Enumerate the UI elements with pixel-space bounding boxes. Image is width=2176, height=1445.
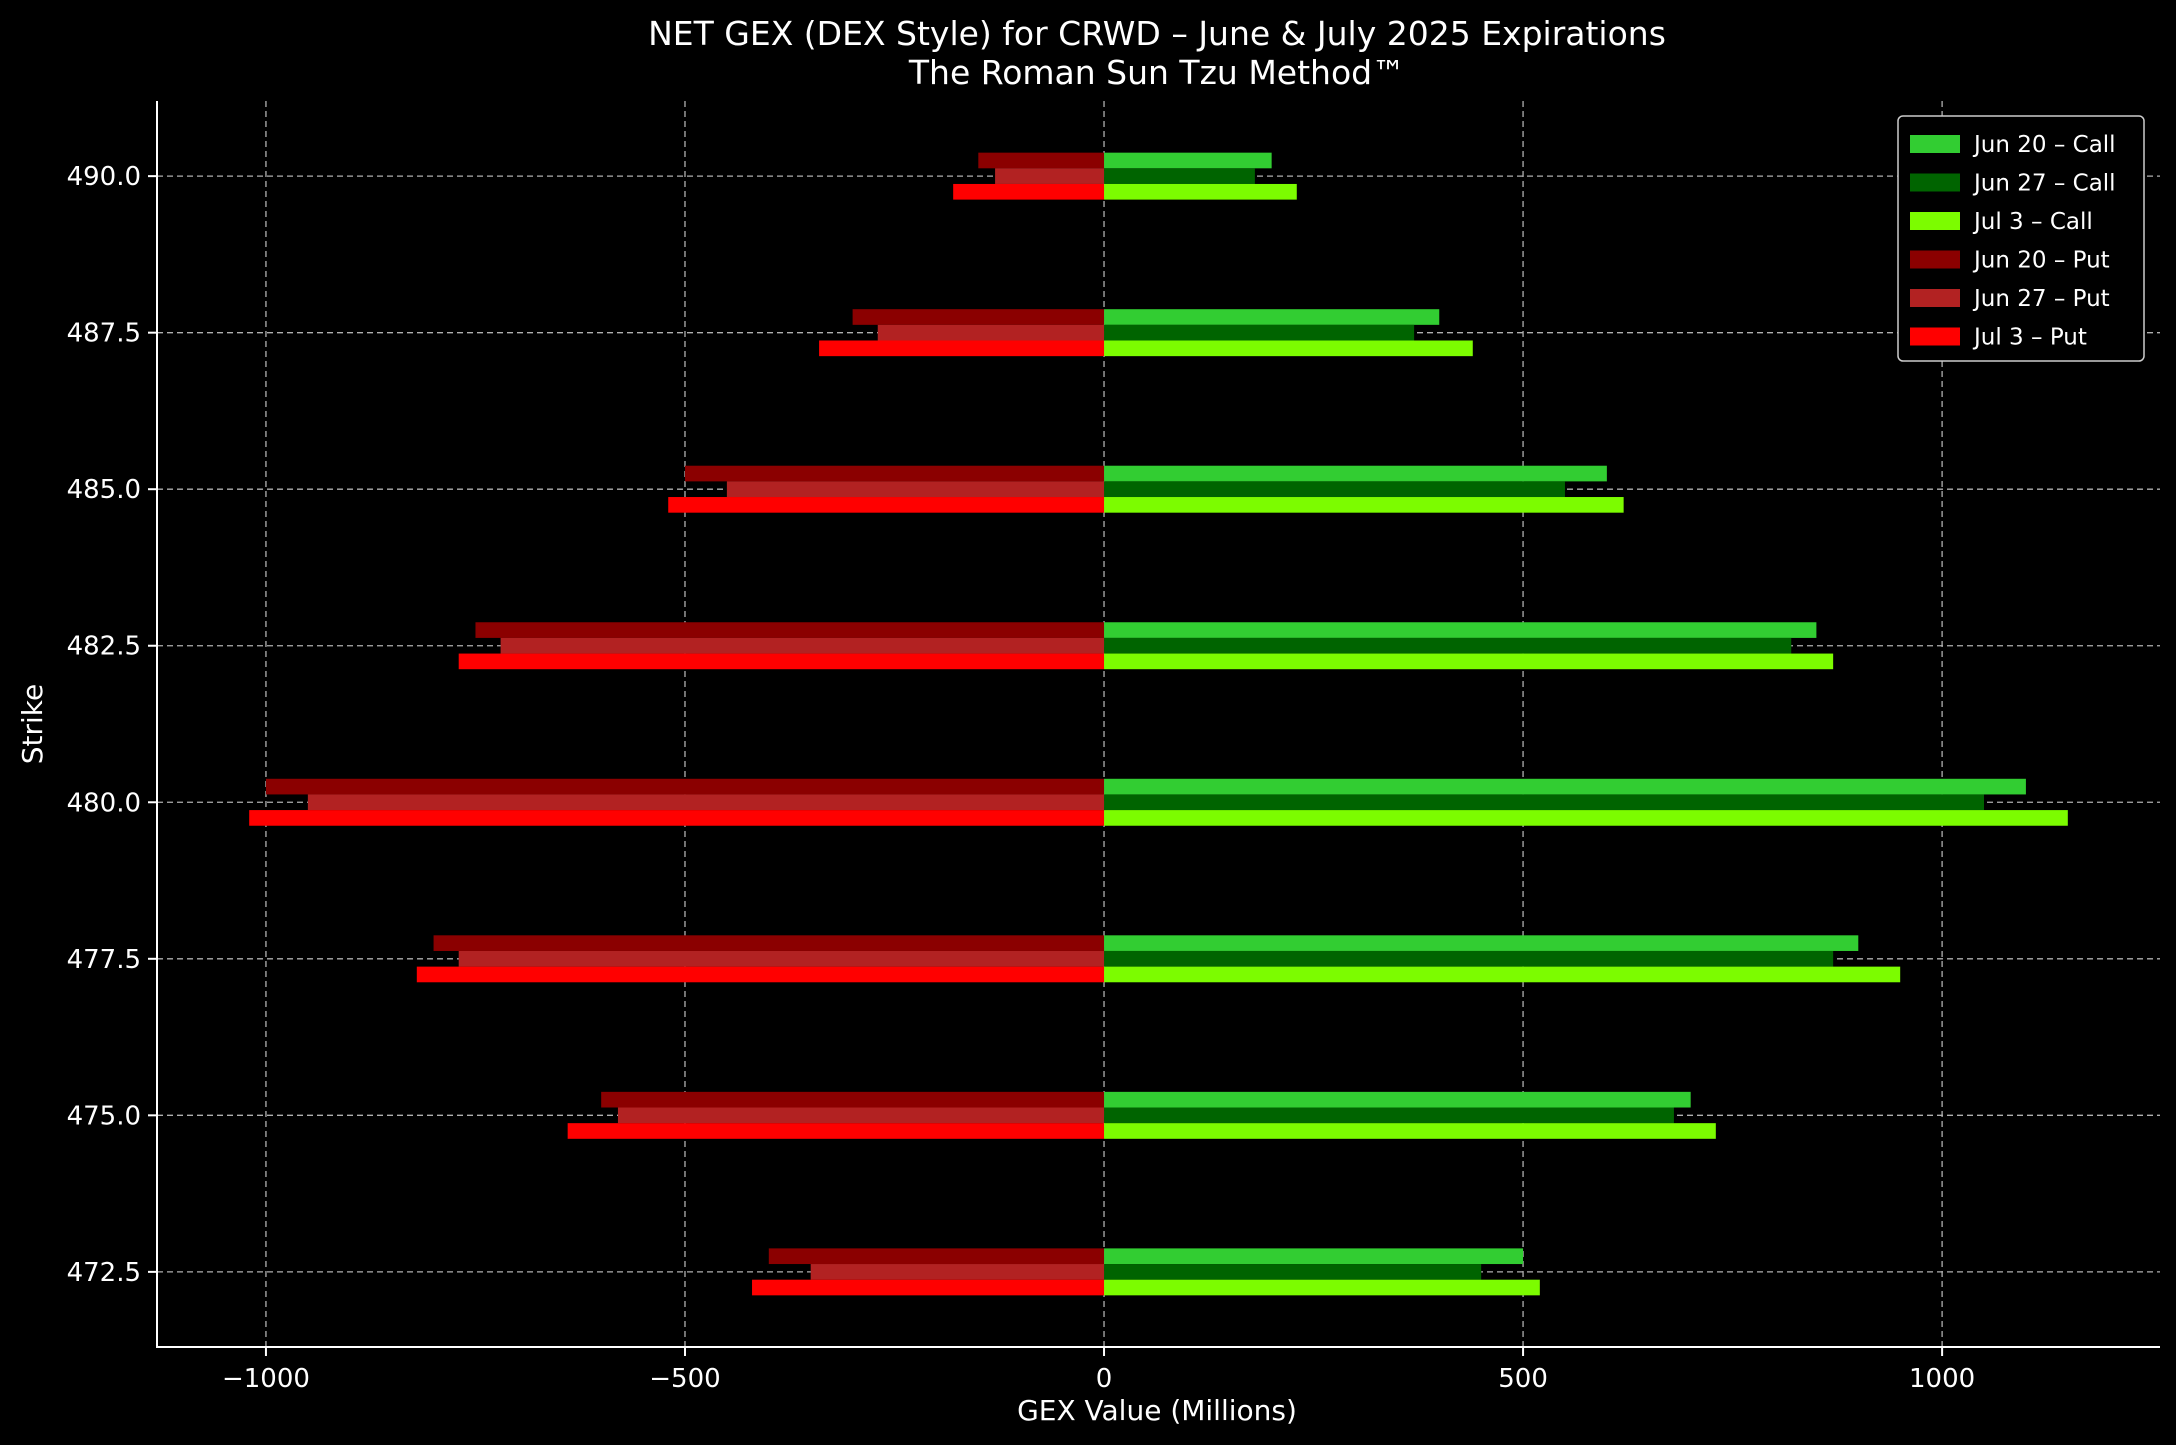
bar-jun-20-call-482-5: [1104, 622, 1817, 638]
bar-jul-3-put-480-0: [249, 810, 1105, 826]
bar-jul-3-put-490-0: [953, 183, 1105, 200]
legend-swatch: [1910, 173, 1960, 192]
bar-jul-3-call-482-5: [1104, 653, 1834, 670]
bar-jun-27-put-475-0: [617, 1107, 1105, 1124]
bar-jun-20-call-487-5: [1104, 309, 1440, 325]
bar-jun-27-call-480-0: [1104, 794, 1985, 811]
y-tick-label: 485.0: [67, 475, 141, 505]
legend-label: Jun 27 – Call: [1972, 171, 2116, 197]
legend-label: Jul 3 – Put: [1972, 325, 2087, 351]
bar-jul-3-put-475-0: [567, 1123, 1105, 1139]
x-ticks: −1000 −500 0 500 1000: [222, 1347, 1975, 1394]
x-tick-label: 0: [1096, 1364, 1113, 1394]
y-tick-label: 480.0: [67, 788, 141, 818]
bar-jun-27-put-487-5: [877, 324, 1105, 341]
bar-jul-3-put-485-0: [668, 497, 1105, 513]
bar-jun-27-put-472-5: [810, 1264, 1105, 1280]
bar-jul-3-call-472-5: [1104, 1279, 1540, 1296]
bar-jul-3-put-477-5: [416, 966, 1105, 983]
bar-jun-27-call-485-0: [1104, 481, 1565, 498]
bar-jun-27-put-482-5: [500, 637, 1105, 654]
legend-swatch: [1910, 135, 1960, 153]
bar-jul-3-put-472-5: [752, 1279, 1105, 1296]
bar-jun-27-put-490-0: [995, 168, 1105, 184]
bar-jun-27-put-480-0: [307, 794, 1105, 811]
bar-jun-20-call-480-0: [1104, 778, 2026, 795]
legend: Jun 20 – Call Jun 27 – Call Jul 3 – Call Ju…: [1897, 115, 2145, 362]
legend-swatch: [1910, 327, 1960, 346]
y-tick-label: 477.5: [67, 945, 141, 975]
bar-jun-20-put-480-0: [265, 778, 1105, 795]
x-tick-label: −1000: [222, 1364, 310, 1394]
bar-jul-3-put-482-5: [458, 653, 1105, 670]
legend-label: Jun 20 – Call: [1972, 132, 2116, 158]
legend-label: Jun 27 – Put: [1972, 286, 2110, 312]
bar-jun-20-put-490-0: [978, 152, 1105, 169]
x-axis-label: GEX Value (Millions): [1017, 1394, 1297, 1427]
y-axis-label: Strike: [16, 684, 49, 765]
axes: [156, 101, 2160, 1348]
y-tick-label: 482.5: [67, 632, 141, 662]
bar-jun-20-call-485-0: [1104, 465, 1607, 482]
legend-swatch: [1910, 212, 1960, 230]
bar-jun-20-call-475-0: [1104, 1091, 1691, 1108]
bars: [249, 152, 2068, 1296]
y-ticks: 472.5 475.0 477.5 480.0 482.5 485.0 487.5 490.0: [67, 162, 157, 1288]
bar-jun-20-put-485-0: [684, 465, 1105, 482]
bar-jun-20-put-477-5: [433, 935, 1105, 951]
bar-jun-20-put-475-0: [601, 1091, 1105, 1108]
y-tick-label: 487.5: [67, 319, 141, 349]
y-tick-label: 490.0: [67, 162, 141, 192]
chart-subtitle: The Roman Sun Tzu Method™: [908, 53, 1405, 92]
bar-jul-3-call-480-0: [1104, 810, 2068, 826]
legend-swatch: [1910, 250, 1960, 269]
bar-jul-3-call-475-0: [1104, 1123, 1716, 1139]
legend-label: Jul 3 – Call: [1972, 209, 2093, 235]
bar-jun-20-call-472-5: [1104, 1248, 1524, 1265]
bar-jun-27-call-475-0: [1104, 1107, 1674, 1124]
bar-jul-3-call-485-0: [1104, 497, 1624, 513]
bar-jun-20-call-477-5: [1104, 935, 1859, 951]
bar-jun-27-put-485-0: [726, 481, 1105, 498]
bar-jun-20-put-482-5: [475, 622, 1105, 638]
bar-jul-3-call-487-5: [1104, 340, 1473, 357]
bar-jun-27-call-490-0: [1104, 168, 1255, 184]
y-tick-label: 472.5: [67, 1258, 141, 1288]
x-tick-label: −500: [649, 1364, 720, 1394]
legend-label: Jun 20 – Put: [1972, 248, 2110, 274]
x-tick-label: 500: [1498, 1364, 1548, 1394]
bar-jun-20-call-490-0: [1104, 152, 1272, 169]
bar-jun-27-call-477-5: [1104, 950, 1834, 967]
bar-jun-27-call-487-5: [1104, 324, 1415, 341]
bar-jun-27-call-472-5: [1104, 1264, 1482, 1280]
y-tick-label: 475.0: [67, 1101, 141, 1131]
bar-jun-20-put-472-5: [768, 1248, 1105, 1265]
bar-jul-3-call-477-5: [1104, 966, 1901, 983]
legend-swatch: [1910, 289, 1960, 307]
bar-jun-27-call-482-5: [1104, 637, 1792, 654]
x-tick-label: 1000: [1909, 1364, 1975, 1394]
bar-jul-3-call-490-0: [1104, 183, 1297, 200]
bar-jun-27-put-477-5: [458, 950, 1105, 967]
bar-jul-3-put-487-5: [819, 340, 1105, 357]
chart-title: NET GEX (DEX Style) for CRWD – June & Ju…: [648, 14, 1666, 53]
bar-jun-20-put-487-5: [852, 309, 1105, 325]
